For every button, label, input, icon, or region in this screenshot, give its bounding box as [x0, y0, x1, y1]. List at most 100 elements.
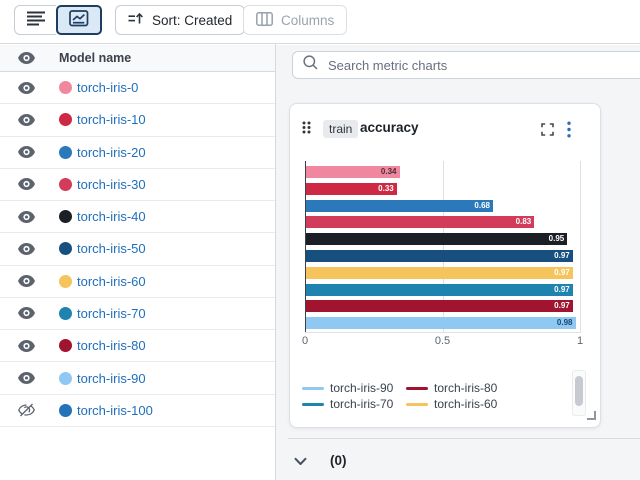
legend-item[interactable]: torch-iris-70 [302, 396, 406, 412]
run-color-dot [59, 177, 72, 191]
bar-value-label: 0.97 [554, 251, 570, 260]
bar-value-label: 0.83 [515, 217, 532, 227]
visibility-all-eye-icon[interactable] [18, 52, 35, 64]
model-name-link[interactable]: torch-iris-10 [77, 112, 146, 128]
bar-torch-iris-90: 0.98 [306, 317, 576, 330]
bar-torch-iris-70: 0.97 [306, 283, 573, 296]
model-list-header: Model name [0, 45, 275, 72]
model-row: torch-iris-40 [0, 201, 275, 234]
eye-off-icon[interactable] [18, 403, 35, 417]
bar-value-label: 0.34 [380, 167, 397, 176]
x-tick-label: 0 [301, 335, 309, 347]
search-input[interactable] [326, 56, 606, 74]
model-name-link[interactable]: torch-iris-60 [77, 273, 146, 289]
model-name-link[interactable]: torch-iris-0 [77, 80, 139, 96]
legend-label: torch-iris-90 [330, 381, 394, 395]
bar-value-label: 0.97 [554, 267, 570, 277]
kebab-menu-icon[interactable] [567, 121, 571, 138]
x-tick-label: 0.5 [434, 335, 451, 347]
model-sidebar: Model name torch-iris-0 torch-iris-10 torc… [0, 45, 275, 480]
list-view-button[interactable] [14, 5, 56, 35]
legend-item[interactable]: torch-iris-80 [406, 380, 497, 396]
chart-view-button[interactable] [56, 5, 102, 35]
chart-legend: torch-iris-90 torch-iris-80 torch-iris-70 t… [302, 380, 497, 412]
run-color-dot [59, 210, 72, 224]
model-name-link[interactable]: torch-iris-80 [77, 338, 146, 354]
bar-torch-iris-40: 0.95 [306, 233, 568, 246]
model-row: torch-iris-10 [0, 104, 275, 137]
eye-icon[interactable] [18, 81, 35, 94]
fullscreen-icon[interactable] [541, 123, 554, 136]
chevron-down-icon[interactable] [294, 457, 307, 466]
sort-button[interactable]: Sort: Created [115, 5, 246, 35]
run-color-dot [59, 113, 72, 127]
run-color-dot [59, 339, 72, 353]
run-color-dot [59, 81, 72, 95]
resize-handle[interactable] [587, 411, 596, 420]
bar-value-label: 0.97 [554, 284, 570, 294]
eye-icon[interactable] [18, 307, 35, 320]
charts-panel: train accuracy 0.340.330.680.830.950.970… [276, 45, 640, 480]
run-color-dot [59, 145, 72, 159]
eye-icon[interactable] [18, 372, 35, 385]
legend-item[interactable]: torch-iris-60 [406, 396, 497, 412]
eye-icon[interactable] [18, 210, 35, 223]
model-list: torch-iris-0 torch-iris-10 torch-iris-20 to… [0, 72, 275, 427]
model-row: torch-iris-100 [0, 395, 275, 427]
bar-torch-iris-10: 0.33 [306, 182, 397, 195]
bar-torch-iris-80: 0.97 [306, 300, 573, 313]
eye-icon[interactable] [18, 113, 35, 126]
search-icon [293, 55, 318, 75]
model-name-link[interactable]: torch-iris-20 [77, 144, 146, 160]
model-name-link[interactable]: torch-iris-90 [77, 370, 146, 386]
model-row: torch-iris-0 [0, 72, 275, 105]
bar-value-label: 0.97 [554, 301, 570, 311]
legend-color-line [302, 402, 324, 406]
bar-value-label: 0.95 [548, 234, 565, 244]
model-name-link[interactable]: torch-iris-50 [77, 241, 146, 257]
gridline [442, 161, 444, 332]
legend-color-line [302, 386, 324, 390]
bar-value-label: 0.33 [378, 183, 394, 193]
sort-button-label: Sort: Created [152, 12, 233, 28]
run-color-dot [59, 306, 72, 320]
chart-card: train accuracy 0.34 0.33 0.68 0.83 0.95 0.97 0… [289, 103, 601, 428]
bar-torch-iris-20: 0.68 [306, 199, 493, 212]
scrollbar-thumb[interactable] [575, 376, 583, 406]
columns-button-label: Columns [281, 12, 335, 28]
eye-icon[interactable] [18, 242, 35, 255]
eye-icon[interactable] [18, 275, 35, 288]
view-toggle-group [14, 5, 102, 35]
legend-label: torch-iris-80 [434, 381, 498, 395]
legend-label: torch-iris-70 [330, 397, 394, 411]
model-name-link[interactable]: torch-iris-70 [77, 305, 146, 321]
columns-icon [256, 11, 273, 29]
legend-item[interactable]: torch-iris-90 [302, 380, 406, 396]
columns-button[interactable]: Columns [243, 5, 348, 35]
section-divider [288, 438, 640, 439]
model-row: torch-iris-30 [0, 169, 275, 202]
bar-torch-iris-0: 0.34 [306, 166, 400, 178]
eye-icon[interactable] [18, 178, 35, 191]
search-box[interactable] [292, 51, 640, 79]
eye-icon[interactable] [18, 339, 35, 352]
bar-value-label: 0.68 [474, 200, 490, 210]
collapsed-section-count: (0) [330, 453, 347, 468]
model-name-link[interactable]: torch-iris-30 [77, 176, 146, 192]
line-chart-icon [69, 10, 89, 30]
model-row: torch-iris-80 [0, 330, 275, 363]
x-tick-label: 1 [576, 335, 584, 347]
model-name-link[interactable]: torch-iris-100 [77, 402, 153, 418]
drag-handle-icon[interactable] [302, 121, 311, 139]
legend-scrollbar[interactable] [572, 370, 586, 416]
sidebar-divider [275, 44, 276, 480]
legend-color-line [406, 402, 428, 406]
eye-icon[interactable] [18, 146, 35, 159]
model-row: torch-iris-50 [0, 233, 275, 266]
model-name-link[interactable]: torch-iris-40 [77, 209, 146, 225]
model-row: torch-iris-70 [0, 298, 275, 331]
run-color-dot [59, 274, 72, 288]
model-name-column-header: Model name [59, 51, 132, 65]
metric-group-badge: train [323, 120, 359, 138]
